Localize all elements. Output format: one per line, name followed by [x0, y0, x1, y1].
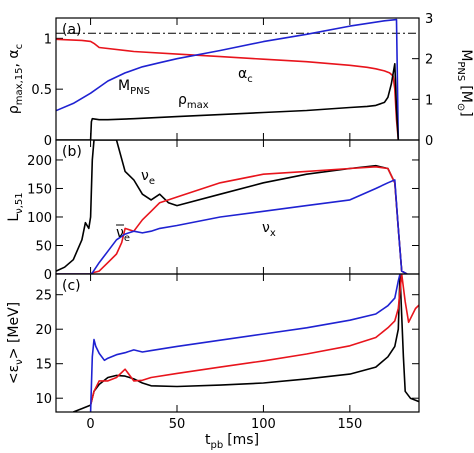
- panel-frame: [55, 273, 420, 413]
- y-tick-label: 20: [35, 323, 52, 338]
- y-tick-label: 1: [44, 32, 52, 47]
- panel-label: (b): [62, 144, 82, 160]
- y-tick-label: 15: [35, 358, 52, 373]
- y-tick-label: 100: [27, 211, 52, 226]
- series-line-blue: [56, 18, 400, 140]
- right-y-tick-label: 3: [425, 12, 433, 27]
- series-label-blue: MPNS: [118, 78, 150, 97]
- series-line-black: [56, 140, 408, 274]
- series-line-black: [73, 274, 419, 412]
- series-line-blue: [89, 274, 402, 412]
- y-tick-label: 25: [35, 289, 52, 304]
- x-tick-label: 150: [337, 417, 362, 432]
- panel-a: 0 0.5 1 0 1 2 3 MPNS[M⊙] αc MPNS ρmax (a) ρmax,15, α…: [6, 12, 474, 149]
- y-tick-label: 150: [27, 182, 52, 197]
- panel-b: 0 50 100 150 200 νe νe νx (b) Lν,51: [6, 139, 420, 283]
- y-axis-label: Lν,51: [6, 192, 25, 221]
- series-group: [73, 274, 419, 412]
- y-tick-label: 0: [44, 268, 52, 283]
- panel-label: (c): [62, 278, 81, 294]
- series-label-blue: νx: [262, 220, 276, 239]
- series-label-red: νe: [116, 225, 130, 244]
- series-label-black: νe: [141, 168, 155, 187]
- right-y-tick-label: 0: [425, 134, 433, 149]
- x-tick-label: 100: [251, 417, 276, 432]
- y-tick-label: 0.5: [31, 83, 52, 98]
- series-line-black: [56, 62, 400, 140]
- y-tick-label: 0: [44, 134, 52, 149]
- right-y-axis-label: MPNS[M⊙]: [455, 49, 474, 116]
- series-line-red: [56, 38, 400, 140]
- series-label-black: ρmax: [178, 92, 209, 111]
- panel-label: (a): [62, 22, 82, 38]
- panel-c: 10 15 20 25 0 50 100 150 (c) <εν> [MeV]: [6, 273, 420, 432]
- series-line-blue: [56, 179, 408, 274]
- x-axis-title: tpb [ms]: [205, 432, 259, 451]
- y-tick-label: 50: [35, 239, 52, 254]
- series-group: [56, 140, 408, 274]
- y-tick-label: 10: [35, 392, 52, 407]
- y-axis-label: ρmax,15, αc: [6, 44, 25, 114]
- series-group: [56, 18, 400, 140]
- series-line-red: [56, 166, 408, 274]
- right-y-tick-label: 2: [425, 53, 433, 68]
- right-y-tick-label: 1: [425, 93, 433, 108]
- x-tick-label: 0: [86, 417, 94, 432]
- y-tick-label: 200: [27, 154, 52, 169]
- series-label-red: αc: [238, 66, 253, 85]
- x-tick-label: 50: [169, 417, 186, 432]
- y-axis-label: <εν> [MeV]: [6, 302, 25, 384]
- x-axis-label: tpb [ms]: [205, 432, 259, 451]
- panel-frame: [55, 139, 420, 275]
- series-line-red: [89, 274, 419, 406]
